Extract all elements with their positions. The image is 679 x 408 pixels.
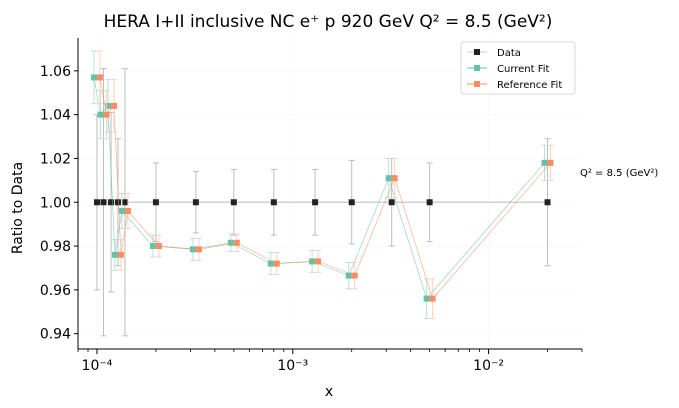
y-tick-label: 0.94 [40, 327, 71, 343]
data-point [105, 102, 112, 109]
legend-marker [474, 65, 480, 71]
series-data [93, 68, 551, 337]
data-point [423, 295, 430, 302]
legend-label: Current Fit [497, 64, 550, 75]
data-point [152, 199, 159, 206]
series-line [93, 77, 545, 300]
data-point [315, 258, 322, 265]
series-reference-fit [96, 50, 554, 319]
data-point [426, 199, 433, 206]
series-line [99, 77, 551, 300]
series-current-fit [90, 50, 548, 319]
data-point [388, 199, 395, 206]
y-tick-label: 0.96 [40, 283, 71, 299]
y-tick-label: 1.06 [40, 64, 71, 80]
data-point [351, 272, 358, 279]
data-point [90, 74, 97, 81]
data-point [189, 246, 196, 253]
axes: 0.94 0.96 0.98 1.00 1.02 1.04 1.06 10⁻⁴ 10⁻³ 10⁻² [40, 38, 583, 374]
data-point [270, 199, 277, 206]
data-point [547, 159, 554, 166]
data-point [97, 111, 104, 118]
x-tick-label: 10⁻⁴ [82, 358, 113, 374]
data-point [227, 239, 234, 246]
data-point [230, 199, 237, 206]
x-tick-label: 10⁻³ [277, 358, 308, 374]
legend-label: Data [497, 48, 521, 59]
data-point [111, 102, 118, 109]
data-point [124, 208, 131, 215]
y-tick-label: 1.00 [40, 195, 71, 211]
q2-annotation: Q² = 8.5 (GeV²) [580, 168, 658, 179]
x-axis-label: x [325, 384, 333, 400]
series-layer [90, 50, 554, 337]
y-axis-label: Ratio to Data [10, 162, 26, 254]
legend-marker [474, 81, 480, 87]
data-point [233, 239, 240, 246]
data-point [267, 260, 274, 267]
data-point [118, 208, 125, 215]
data-point [385, 175, 392, 182]
data-point [195, 246, 202, 253]
data-point [345, 272, 352, 279]
legend: Data Current Fit Reference Fit [460, 41, 576, 95]
data-point [273, 260, 280, 267]
data-point [93, 199, 100, 206]
data-point [391, 175, 398, 182]
chart-title: HERA I+II inclusive NC e⁺ p 920 GeV Q² =… [104, 12, 553, 32]
data-point [312, 199, 319, 206]
legend-label: Reference Fit [497, 80, 562, 91]
data-point [309, 258, 316, 265]
data-point [117, 251, 124, 258]
y-tick-label: 1.02 [40, 151, 71, 167]
data-point [348, 199, 355, 206]
y-tick-label: 0.98 [40, 239, 71, 255]
y-tick-label: 1.04 [40, 108, 71, 124]
data-point [100, 199, 107, 206]
data-point [192, 199, 199, 206]
data-point [155, 243, 162, 250]
data-point [111, 251, 118, 258]
legend-box [460, 41, 576, 95]
data-point [541, 159, 548, 166]
data-point [108, 199, 115, 206]
x-tick-label: 10⁻² [473, 358, 504, 374]
data-point [544, 199, 551, 206]
data-point [149, 243, 156, 250]
legend-marker [474, 49, 480, 55]
data-point [103, 111, 110, 118]
data-point [121, 199, 128, 206]
data-point [429, 295, 436, 302]
data-point [96, 74, 103, 81]
data-point [114, 199, 121, 206]
